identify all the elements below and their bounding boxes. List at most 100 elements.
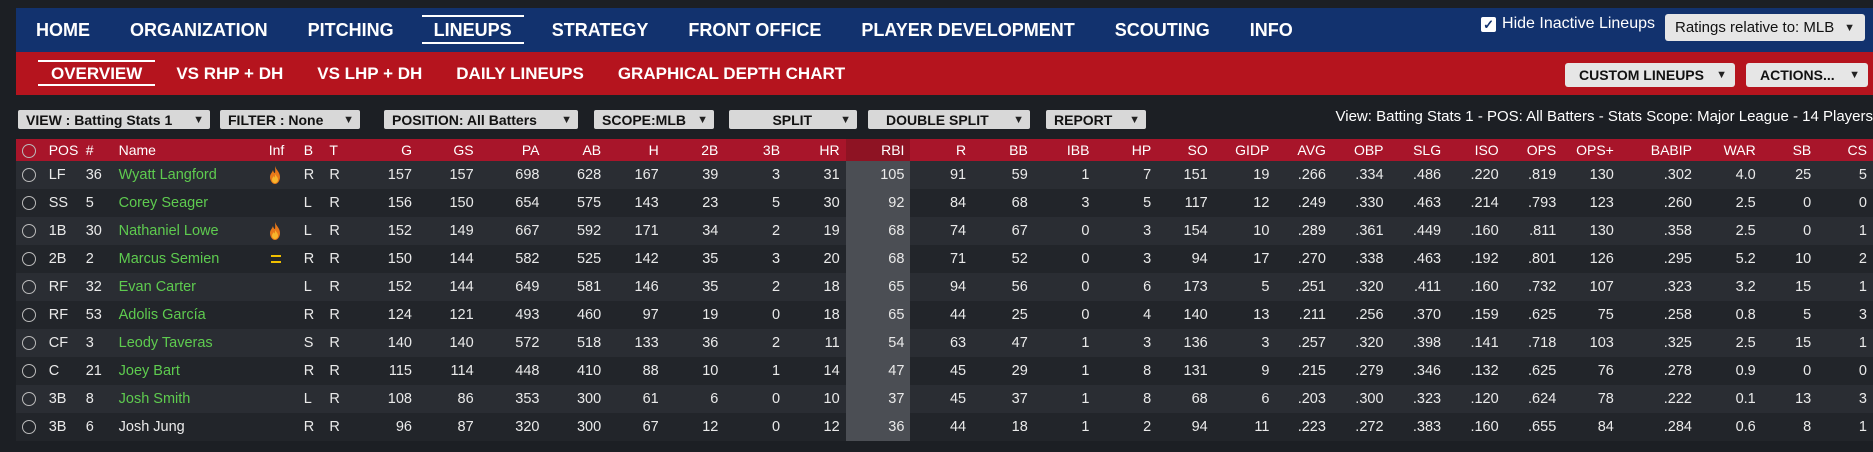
custom-lineups-button[interactable]: CUSTOM LINEUPS ▼ [1565,63,1735,87]
row-select-radio[interactable] [16,413,43,441]
column-header-b[interactable]: B [297,139,324,161]
player-name-link[interactable]: Joey Bart [118,363,180,379]
table-row[interactable]: SS 5 Corey Seager L R 156 150 654 575 143 23 5 30 92 8… [16,189,1873,217]
filter-select[interactable]: FILTER : None ▼ [220,110,360,129]
column-header-war[interactable]: WAR [1697,139,1762,161]
player-name-link[interactable]: Josh Smith [118,391,191,407]
radio-icon[interactable] [22,196,36,211]
radio-icon[interactable] [22,224,36,239]
hide-inactive-toggle[interactable]: ✓ Hide Inactive Lineups [1481,15,1655,33]
nav-item-organization[interactable]: ORGANIZATION [130,20,268,40]
row-select-radio[interactable] [16,385,43,413]
player-name-link[interactable]: Evan Carter [118,279,196,295]
ratings-relative-select[interactable]: Ratings relative to: MLB ▼ [1665,14,1865,41]
column-header-gidp[interactable]: GIDP [1213,139,1276,161]
radio-icon[interactable] [22,252,36,267]
column-header-g[interactable]: G [350,139,418,161]
column-header-sb[interactable]: SB [1761,139,1818,161]
radio-icon[interactable] [22,308,36,323]
column-header-h[interactable]: H [607,139,665,161]
nav-item-pitching[interactable]: PITCHING [307,20,394,40]
table-row[interactable]: CF 3 Leody Taveras S R 140 140 572 518 133 36 2 11 54… [16,329,1873,357]
column-header-avg[interactable]: AVG [1275,139,1332,161]
column-header-t[interactable]: T [323,139,351,161]
column-header-slg[interactable]: SLG [1389,139,1448,161]
table-row[interactable]: 3B 8 Josh Smith L R 108 86 353 300 61 6 0 10 37 45 37 1 8… [16,385,1873,413]
nav-item-front-office[interactable]: FRONT OFFICE [688,20,822,40]
column-header-babip[interactable]: BABIP [1619,139,1698,161]
row-select-radio[interactable] [16,357,43,385]
column-header-iso[interactable]: ISO [1447,139,1505,161]
radio-icon[interactable] [22,280,36,295]
player-name-link[interactable]: Leody Taveras [118,335,213,351]
cell-name[interactable]: Marcus Semien [112,245,263,273]
column-header-hp[interactable]: HP [1095,139,1158,161]
radio-icon[interactable] [22,364,36,379]
cell-name[interactable]: Josh Smith [112,385,263,413]
double-split-select[interactable]: DOUBLE SPLIT ▼ [868,110,1030,129]
column-header-pos[interactable]: POS [42,139,80,161]
column-header-r[interactable]: R [910,139,973,161]
row-select-radio[interactable] [16,301,43,329]
radio-icon[interactable] [22,144,36,159]
checkbox-icon[interactable]: ✓ [1481,16,1497,32]
column-header-pa[interactable]: PA [479,139,546,161]
column-header-ops[interactable]: OPS [1504,139,1563,161]
row-select-radio[interactable] [16,273,43,301]
cell-name[interactable]: Wyatt Langford [112,161,263,189]
table-row[interactable]: LF 36 Wyatt Langford R R 157 157 698 628 167 39 3 31… [16,161,1873,189]
cell-name[interactable]: Josh Jung [112,413,263,441]
column-header-so[interactable]: SO [1157,139,1214,161]
row-select-radio[interactable] [16,329,43,357]
report-select[interactable]: REPORT ▼ [1046,110,1146,129]
cell-name[interactable]: Evan Carter [112,273,263,301]
column-header-gs[interactable]: GS [417,139,480,161]
row-select-radio[interactable] [16,161,43,189]
radio-icon[interactable] [22,392,36,407]
nav-item-strategy[interactable]: STRATEGY [551,20,649,40]
subnav-item-overview[interactable]: OVERVIEW [34,52,159,95]
player-name-link[interactable]: Adolis García [118,307,206,323]
column-header-cs[interactable]: CS [1817,139,1873,161]
player-name-link[interactable]: Corey Seager [118,195,209,211]
select-all-radio[interactable] [16,139,43,161]
position-select[interactable]: POSITION: All Batters ▼ [384,110,578,129]
table-row[interactable]: RF 53 Adolis García R R 124 121 493 460 97 19 0 18 65… [16,301,1873,329]
column-header-ops[interactable]: OPS+ [1562,139,1620,161]
cell-name[interactable]: Corey Seager [112,189,263,217]
table-row[interactable]: 2B 2 Marcus Semien R R 150 144 582 525 142 35 3 20 68… [16,245,1873,273]
actions-button[interactable]: ACTIONS... ▼ [1746,63,1868,87]
cell-name[interactable]: Joey Bart [112,357,263,385]
column-header-3b[interactable]: 3B [724,139,787,161]
split-select[interactable]: SPLIT ▼ [729,110,857,129]
row-select-radio[interactable] [16,189,43,217]
subnav-item-daily-lineups[interactable]: DAILY LINEUPS [456,64,584,83]
column-header-inf[interactable]: Inf [262,139,298,161]
player-name-link[interactable]: Marcus Semien [118,251,220,267]
column-header-[interactable]: # [79,139,113,161]
row-select-radio[interactable] [16,245,43,273]
row-select-radio[interactable] [16,217,43,245]
player-name-link[interactable]: Nathaniel Lowe [118,223,219,239]
subnav-item-graphical-depth-chart[interactable]: GRAPHICAL DEPTH CHART [617,64,846,83]
nav-item-info[interactable]: INFO [1249,20,1293,40]
column-header-rbi[interactable]: RBI [845,139,911,161]
column-header-name[interactable]: Name [112,139,263,161]
column-header-ab[interactable]: AB [545,139,608,161]
table-row[interactable]: RF 32 Evan Carter L R 152 144 649 581 146 35 2 18 65 9… [16,273,1873,301]
scope-select[interactable]: SCOPE:MLB ▼ [594,110,714,129]
column-header-2b[interactable]: 2B [664,139,725,161]
cell-name[interactable]: Leody Taveras [112,329,263,357]
nav-item-scouting[interactable]: SCOUTING [1114,20,1210,40]
column-header-obp[interactable]: OBP [1331,139,1390,161]
cell-name[interactable]: Nathaniel Lowe [112,217,263,245]
subnav-item-vs-lhp-dh[interactable]: VS LHP + DH [317,64,423,83]
column-header-bb[interactable]: BB [972,139,1034,161]
view-select[interactable]: VIEW : Batting Stats 1 ▼ [18,110,210,129]
nav-item-player-development[interactable]: PLAYER DEVELOPMENT [861,20,1075,40]
table-row[interactable]: 3B 6 Josh Jung R R 96 87 320 300 67 12 0 12 36 44 18 1 2 9… [16,413,1873,441]
subnav-item-vs-rhp-dh[interactable]: VS RHP + DH [176,64,284,83]
player-name-link[interactable]: Wyatt Langford [118,167,217,183]
nav-item-home[interactable]: HOME [36,20,90,40]
nav-item-lineups[interactable]: LINEUPS [414,8,532,52]
